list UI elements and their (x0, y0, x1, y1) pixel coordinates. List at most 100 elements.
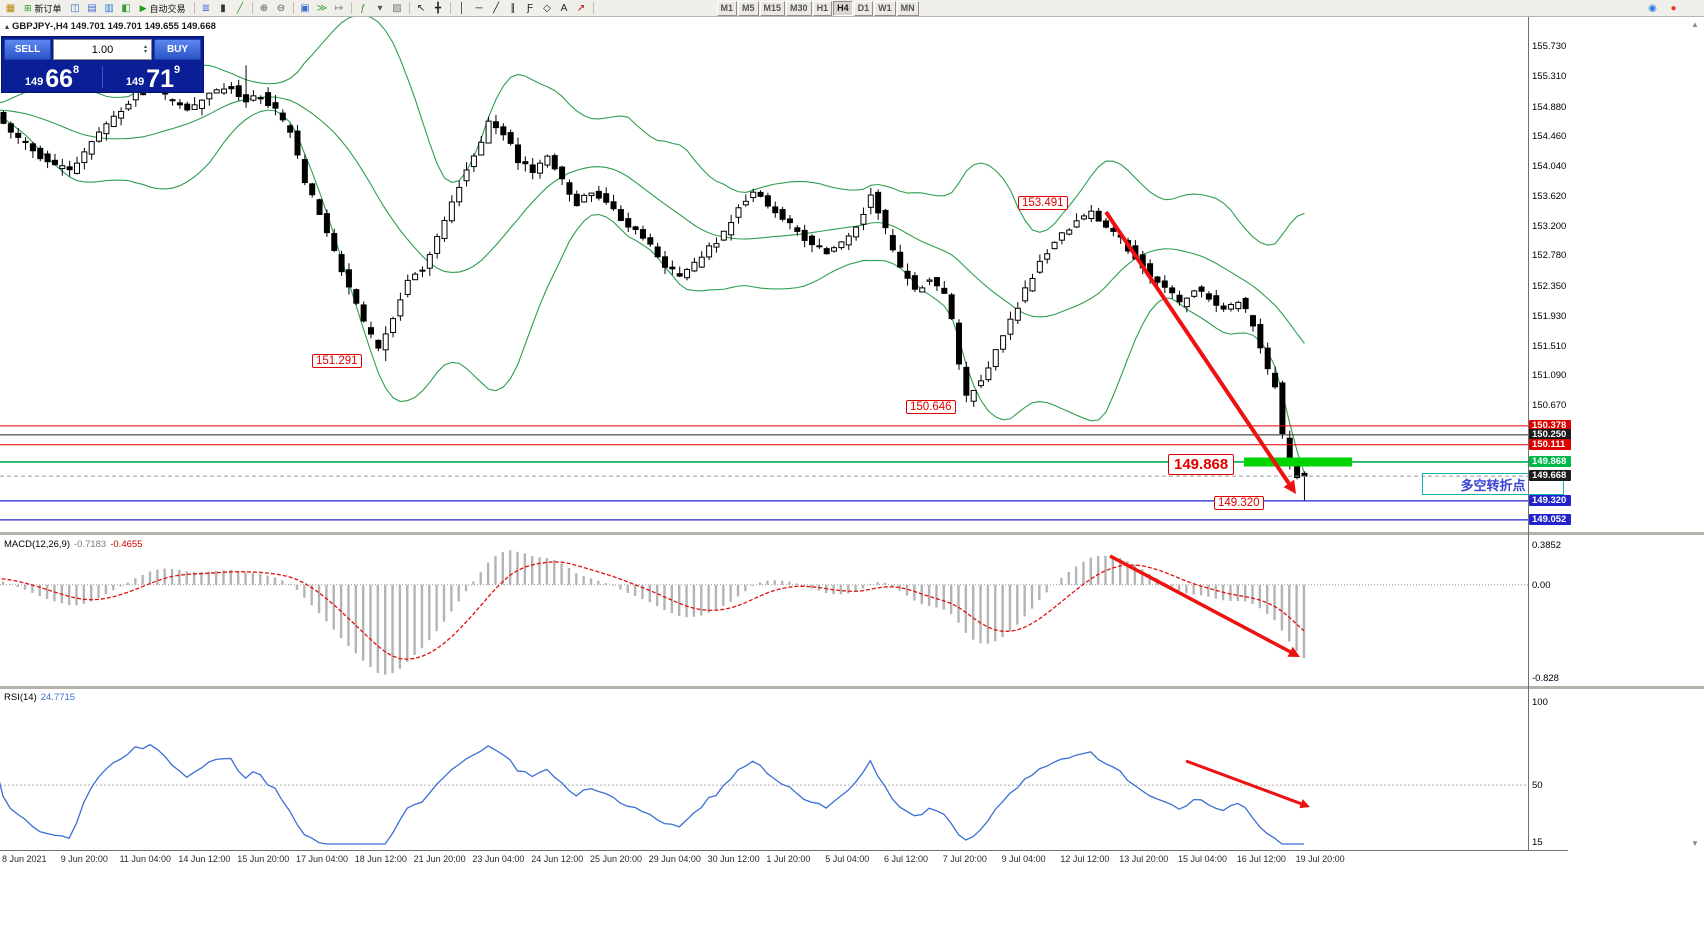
price-axis-tick: 150.670 (1532, 400, 1567, 412)
periods-icon[interactable]: ▾ (372, 2, 389, 15)
time-axis-label: 5 Jul 04:00 (825, 854, 870, 864)
panel-separator[interactable] (0, 686, 1704, 689)
volume-spinner[interactable]: ▴ ▾ (141, 40, 150, 59)
market-watch-icon-glyph: ▤ (87, 2, 97, 14)
new-chart-icon-glyph: ▦ (5, 2, 16, 14)
timeframe-m15-button[interactable]: M15 (759, 0, 786, 16)
spin-down-icon[interactable]: ▾ (143, 48, 147, 55)
time-axis-label: 21 Jun 20:00 (413, 854, 466, 864)
horizontal-line-icon[interactable]: ─ (471, 2, 488, 15)
shapes-icon[interactable]: ◇ (539, 2, 556, 15)
line-chart-icon[interactable]: ╱ (232, 2, 249, 15)
trend-arrow[interactable] (1185, 759, 1310, 809)
templates-icon[interactable]: ▨ (389, 2, 406, 15)
buy-price-prefix: 149 (125, 76, 145, 88)
crosshair-icon-glyph: ╋ (434, 2, 442, 14)
text-icon[interactable]: A (556, 2, 573, 15)
crosshair-icon[interactable]: ╋ (430, 2, 447, 15)
price-label[interactable]: 149.320 (1214, 496, 1264, 510)
candlestick-icon[interactable]: ▮ (215, 2, 232, 15)
cursor-icon[interactable]: ↖ (413, 2, 430, 15)
chart-objects[interactable] (0, 425, 1528, 521)
auto-scroll-icon[interactable]: ≫ (314, 2, 331, 15)
buy-price-big: 71 (146, 65, 175, 93)
time-axis-label: 25 Jun 20:00 (590, 854, 643, 864)
chart-shift-icon[interactable]: ↦ (331, 2, 348, 15)
scroll-up-icon[interactable]: ▲ (1691, 20, 1699, 29)
navigator-icon[interactable]: ◧ (118, 2, 135, 15)
trend-arrow[interactable] (1109, 554, 1300, 657)
price-marker: 149.052 (1529, 513, 1571, 525)
candlestick-series (0, 65, 1308, 501)
zoom-in-icon[interactable]: ⊕ (256, 2, 273, 15)
time-axis-label: 9 Jul 04:00 (1001, 854, 1046, 864)
sell-price-sup: 8 (73, 64, 80, 76)
chart-windows-icon[interactable]: ◫ (67, 2, 84, 15)
indicators-icon[interactable]: ƒ (355, 2, 372, 15)
sell-button[interactable]: SELL (4, 39, 51, 60)
macd-signal-line (0, 561, 1305, 660)
timeframe-mn-button[interactable]: MN (896, 0, 919, 16)
channel-icon[interactable]: ∥ (505, 2, 522, 15)
price-label[interactable]: 153.491 (1018, 196, 1068, 210)
buy-price-sup: 9 (174, 64, 181, 76)
new-chart-icon[interactable]: ▦ (2, 2, 19, 15)
new-order-button-label: 新订单 (34, 3, 62, 14)
status-icon[interactable]: ● (1665, 2, 1682, 15)
zoom-out-icon-glyph: ⊖ (276, 2, 286, 14)
timeframe-m30-button[interactable]: M30 (786, 0, 812, 16)
macd-main-value: -0.7183 (74, 539, 107, 550)
time-axis-label: 30 Jun 12:00 (707, 854, 760, 864)
trend-arrow[interactable] (1104, 210, 1296, 494)
market-watch-icon[interactable]: ▤ (84, 2, 101, 15)
annotation-box[interactable]: 多空转折点 (1422, 473, 1564, 495)
vertical-line-icon-glyph: │ (458, 2, 466, 14)
panel-separator[interactable] (0, 532, 1704, 535)
buy-price-display[interactable]: 149 71 9 (103, 62, 203, 92)
zoom-out-icon[interactable]: ⊖ (273, 2, 290, 15)
rsi-axis-label: 15 (1532, 837, 1543, 848)
text-icon-glyph: A (560, 2, 568, 14)
buy-button[interactable]: BUY (154, 39, 201, 60)
volume-input[interactable]: 1.00 ▴ ▾ (53, 39, 152, 60)
toolbar-separator (193, 2, 195, 14)
fibonacci-icon[interactable]: Ƒ (522, 2, 539, 15)
timeframe-m1-button[interactable]: M1 (716, 0, 738, 16)
templates-icon-glyph: ▨ (392, 2, 402, 14)
autotrade-button-label: 自动交易 (149, 3, 186, 14)
periods-icon-glyph: ▾ (377, 2, 383, 14)
community-icon[interactable]: ◉ (1644, 2, 1661, 15)
data-window-icon[interactable]: ▥ (101, 2, 118, 15)
community-icon-glyph: ◉ (1648, 2, 1657, 14)
bar-chart-icon[interactable]: ≣ (198, 2, 215, 15)
sell-price-display[interactable]: 149 66 8 (2, 62, 102, 92)
trendline-icon[interactable]: ╱ (488, 2, 505, 15)
price-label[interactable]: 150.646 (906, 400, 956, 414)
timeframe-h1-button[interactable]: H1 (812, 0, 833, 16)
timeframe-m5-button[interactable]: M5 (738, 0, 759, 16)
time-axis-label: 6 Jul 12:00 (884, 854, 929, 864)
timeframe-w1-button[interactable]: W1 (874, 0, 896, 16)
spin-up-icon[interactable]: ▴ (143, 43, 147, 50)
support-zone-highlight[interactable] (1244, 457, 1352, 467)
arrow-tool-icon[interactable]: ↗ (573, 2, 590, 15)
price-label[interactable]: 149.868 (1168, 454, 1235, 475)
timeframe-d1-button[interactable]: D1 (853, 0, 874, 16)
scroll-down-icon[interactable]: ▼ (1691, 839, 1699, 848)
new-order-button[interactable]: ⊞ 新订单 (19, 1, 67, 15)
time-axis-label: 29 Jun 04:00 (648, 854, 701, 864)
new-order-glyph: ⊞ (24, 2, 32, 13)
rsi-axis-label: 50 (1532, 780, 1543, 792)
price-axis-tick: 155.730 (1532, 41, 1567, 53)
price-axis-tick: 154.040 (1532, 161, 1567, 173)
rsi-label: RSI(14) 24.7715 (4, 692, 75, 703)
autotrade-button[interactable]: ▶ 自动交易 (135, 1, 191, 15)
cursor-icon-glyph: ↖ (416, 2, 426, 14)
timeframe-h4-button[interactable]: H4 (833, 0, 853, 16)
collapse-panel-icon[interactable]: ▴ (5, 22, 10, 31)
price-label[interactable]: 151.291 (312, 354, 362, 368)
tile-windows-icon[interactable]: ▣ (297, 2, 314, 15)
vertical-line-icon[interactable]: │ (454, 2, 471, 15)
chart-caption: ▴ GBPJPY-,H4 149.701 149.701 149.655 149.… (5, 21, 216, 32)
